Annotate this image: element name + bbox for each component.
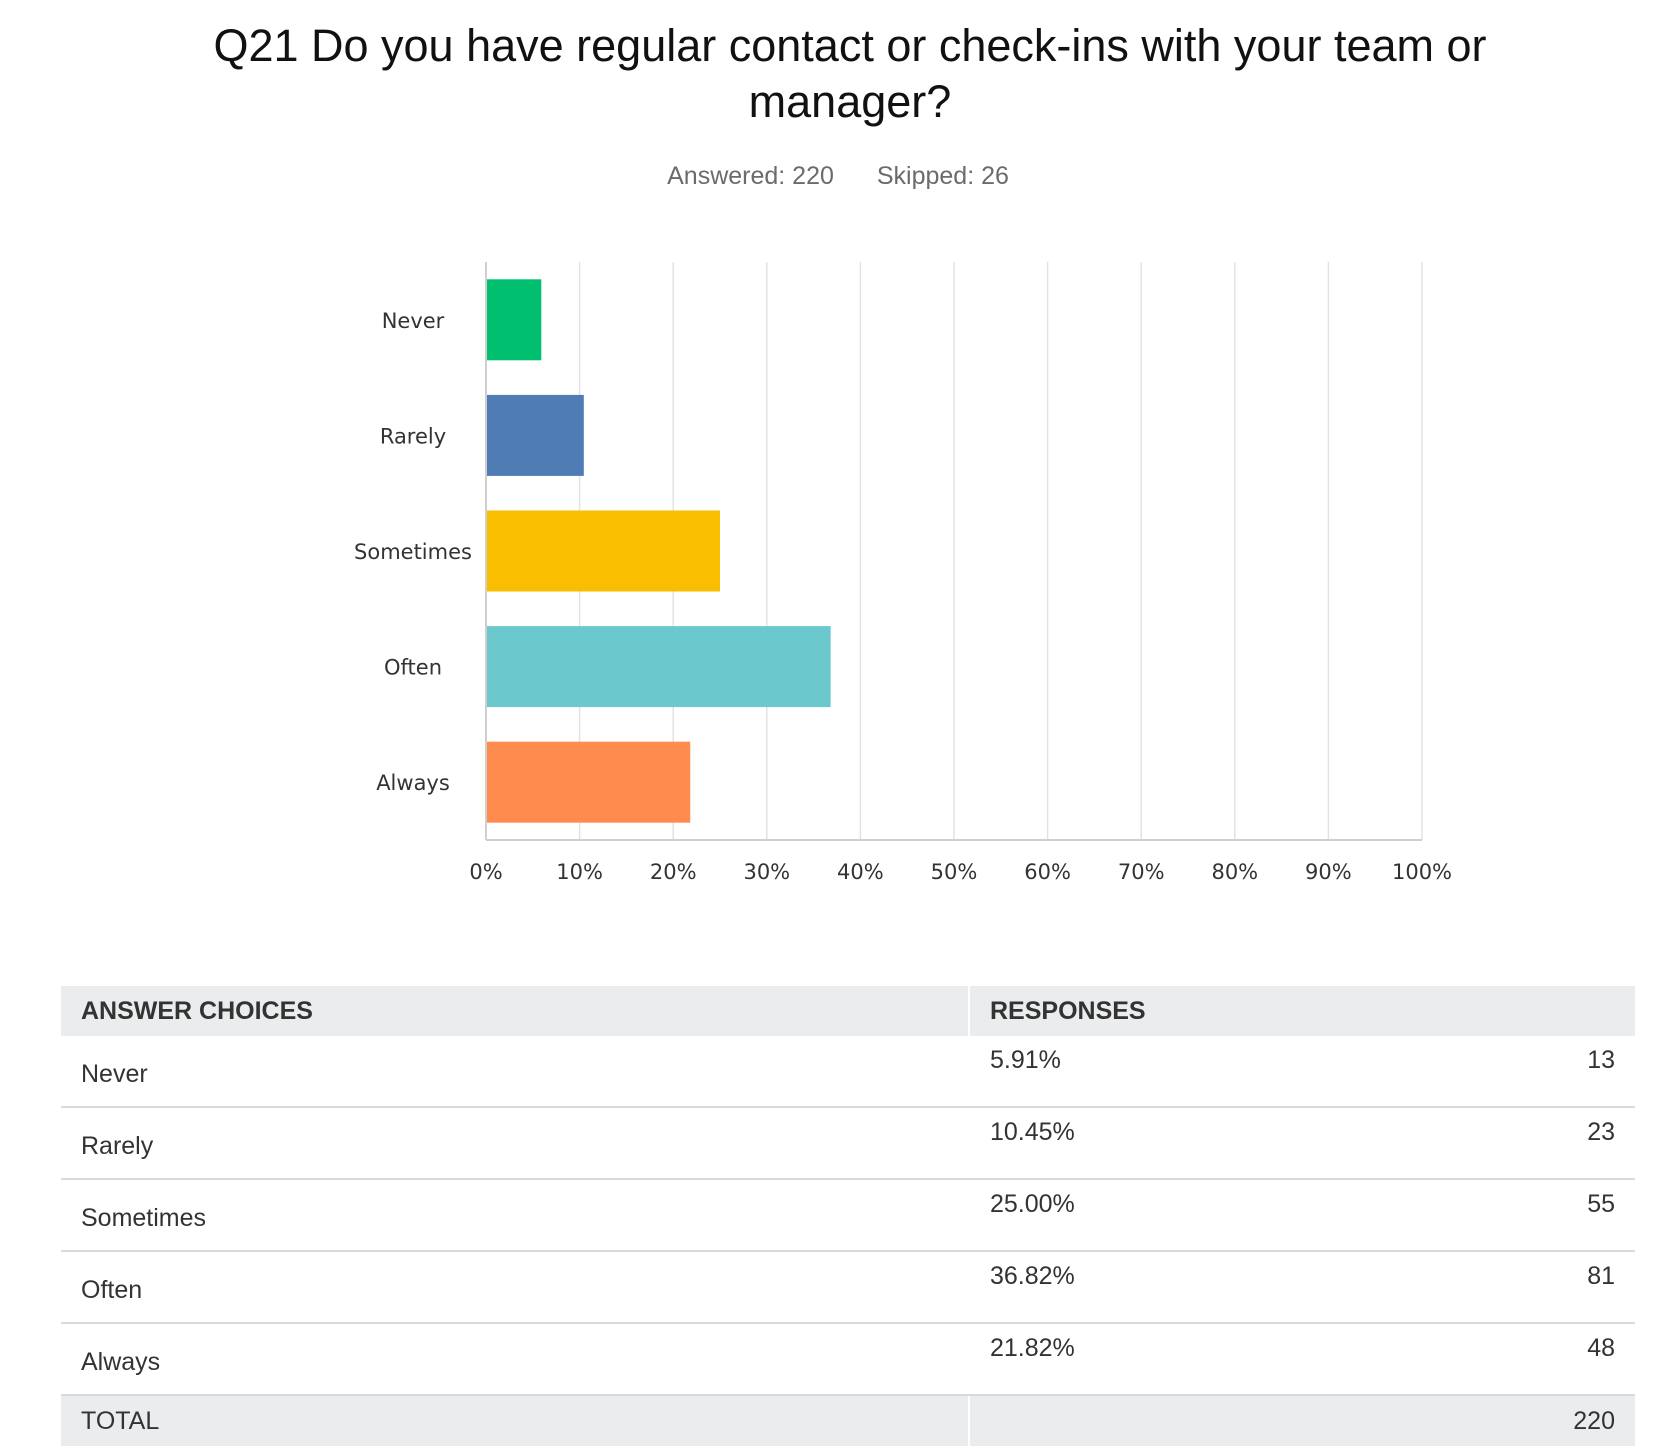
table-row: Sometimes 25.00% 55 bbox=[61, 1179, 1635, 1252]
choice-cell: Rarely bbox=[61, 1107, 969, 1180]
category-label: Often bbox=[384, 656, 442, 680]
x-tick-label: 60% bbox=[1024, 860, 1071, 884]
choice-cell: Always bbox=[61, 1323, 969, 1396]
x-tick-label: 20% bbox=[650, 860, 697, 884]
bar-often bbox=[487, 626, 831, 708]
percent-cell: 5.91% bbox=[968, 1036, 1373, 1108]
table-row: Often 36.82% 81 bbox=[61, 1251, 1635, 1324]
table-row: Always 21.82% 48 bbox=[61, 1323, 1635, 1396]
x-tick-label: 0% bbox=[469, 860, 502, 884]
total-row: TOTAL 220 bbox=[61, 1395, 1635, 1446]
total-count: 220 bbox=[1372, 1395, 1635, 1446]
answered-count: Answered: 220 bbox=[667, 162, 834, 190]
percent-cell: 21.82% bbox=[968, 1323, 1373, 1396]
responses-table: ANSWER CHOICES RESPONSES Never 5.91% 13 … bbox=[61, 986, 1635, 1446]
skipped-count: Skipped: 26 bbox=[876, 162, 1009, 190]
category-label: Rarely bbox=[380, 424, 446, 448]
count-cell: 55 bbox=[1372, 1179, 1635, 1252]
x-tick-label: 100% bbox=[1392, 860, 1452, 884]
percent-cell: 10.45% bbox=[968, 1107, 1373, 1180]
x-tick-label: 80% bbox=[1211, 860, 1258, 884]
choice-cell: Often bbox=[61, 1251, 969, 1324]
percent-cell: 36.82% bbox=[968, 1251, 1373, 1324]
percent-cell: 25.00% bbox=[968, 1179, 1373, 1252]
table-row: Never 5.91% 13 bbox=[61, 1036, 1635, 1108]
count-cell: 13 bbox=[1372, 1036, 1635, 1108]
x-tick-label: 50% bbox=[931, 860, 978, 884]
bar-rarely bbox=[487, 394, 584, 476]
x-tick-label: 10% bbox=[556, 860, 603, 884]
category-label: Never bbox=[382, 309, 445, 333]
page-title: Q21 Do you have regular contact or check… bbox=[213, 20, 1487, 127]
answer-choices-header: ANSWER CHOICES bbox=[61, 986, 969, 1036]
total-percent-cell bbox=[968, 1395, 1373, 1446]
responses-header: RESPONSES bbox=[968, 986, 1635, 1036]
response-stats: Answered: 220 Skipped: 26 bbox=[0, 162, 1676, 191]
bar-always bbox=[487, 741, 691, 823]
count-cell: 48 bbox=[1372, 1323, 1635, 1396]
count-cell: 23 bbox=[1372, 1107, 1635, 1180]
category-label: Always bbox=[376, 771, 450, 795]
x-tick-label: 30% bbox=[743, 860, 790, 884]
x-tick-label: 40% bbox=[837, 860, 884, 884]
choice-cell: Sometimes bbox=[61, 1179, 969, 1252]
bar-sometimes bbox=[487, 510, 720, 592]
table-header-row: ANSWER CHOICES RESPONSES bbox=[61, 986, 1635, 1036]
bar-never bbox=[487, 279, 542, 361]
count-cell: 81 bbox=[1372, 1251, 1635, 1324]
choice-cell: Never bbox=[61, 1036, 969, 1108]
bar-chart: Never Rarely Sometimes Often Always 0% 10% 20%… bbox=[354, 262, 1452, 884]
total-label: TOTAL bbox=[61, 1395, 969, 1446]
x-tick-label: 90% bbox=[1305, 860, 1352, 884]
category-label: Sometimes bbox=[354, 540, 472, 564]
table-row: Rarely 10.45% 23 bbox=[61, 1107, 1635, 1180]
x-tick-label: 70% bbox=[1118, 860, 1165, 884]
